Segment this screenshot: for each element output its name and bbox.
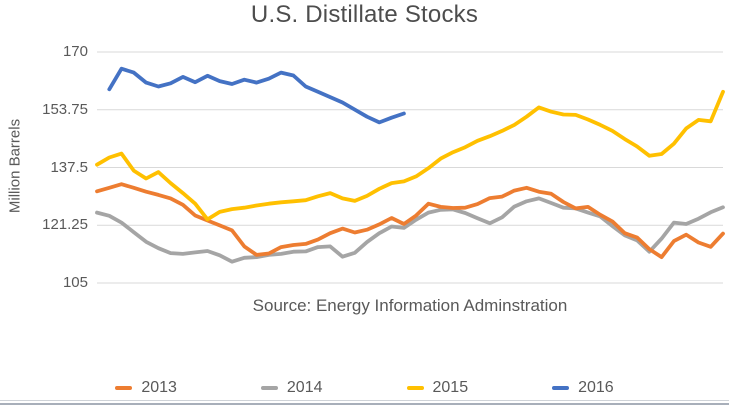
chart-title: U.S. Distillate Stocks bbox=[250, 1, 479, 28]
series-line-2013 bbox=[95, 182, 725, 260]
legend-swatch-2016 bbox=[552, 386, 570, 390]
legend-label-2015: 2015 bbox=[432, 379, 469, 396]
legend-swatch-2013 bbox=[115, 386, 133, 390]
y-tick-170: 170 bbox=[62, 43, 88, 60]
y-tick-137.5: 137.5 bbox=[50, 158, 88, 176]
bottom-rule-light bbox=[0, 400, 729, 401]
legend-label-2016: 2016 bbox=[578, 379, 614, 396]
series-line-2016 bbox=[107, 66, 406, 125]
source-note: Source: Energy Information Adminstration bbox=[252, 296, 568, 315]
series-line-2014 bbox=[95, 196, 725, 264]
legend-label-2014: 2014 bbox=[286, 379, 323, 396]
gridlines bbox=[97, 51, 723, 284]
series-line-2015 bbox=[95, 89, 725, 222]
legend-item-2016: 2016 bbox=[552, 379, 614, 397]
legend-swatch-2015 bbox=[406, 386, 424, 390]
y-tick-105: 105 bbox=[62, 274, 88, 291]
y-tick-121.25: 121.25 bbox=[42, 216, 88, 234]
legend-item-2015: 2015 bbox=[406, 379, 469, 397]
legend-swatch-2014 bbox=[260, 386, 278, 390]
legend: 2013 2014 2015 2016 bbox=[0, 379, 729, 397]
legend-item-2013: 2013 bbox=[115, 379, 177, 397]
bottom-rule-dark bbox=[0, 403, 729, 405]
y-tick-153.75: 153.75 bbox=[42, 100, 88, 118]
legend-label-2013: 2013 bbox=[141, 379, 177, 396]
series-lines bbox=[95, 66, 725, 264]
legend-item-2014: 2014 bbox=[260, 379, 323, 397]
